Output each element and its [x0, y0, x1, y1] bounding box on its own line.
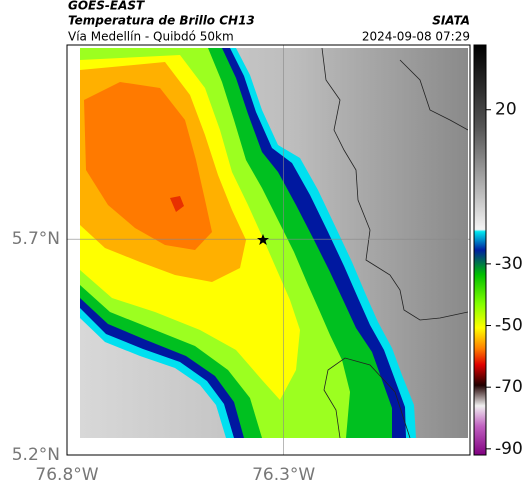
lon-tick-label: 76.8°W — [35, 465, 98, 485]
satellite-field — [80, 48, 468, 438]
colorbar-tick-label: -70 — [495, 377, 523, 397]
colorbar-tick-label: -30 — [495, 254, 523, 274]
colorbar — [473, 44, 487, 456]
route: Vía Medellín - Quibdó 50km — [68, 30, 234, 44]
title: GOES-EAST — [68, 0, 145, 13]
map-frame — [66, 44, 471, 456]
location-marker — [257, 234, 269, 245]
colorbar-tick-label: -90 — [495, 439, 523, 459]
colorbar-tick-label: -50 — [495, 316, 523, 336]
source: SIATA — [432, 14, 470, 28]
subtitle: Temperatura de Brillo CH13 — [68, 14, 255, 28]
lon-tick-label: 76.3°W — [252, 465, 315, 485]
lat-tick-label: 5.7°N — [12, 229, 60, 249]
timestamp: 2024-09-08 07:29 — [362, 30, 470, 44]
colorbar-tick-label: 20 — [495, 100, 517, 120]
lat-tick-label: 5.2°N — [12, 445, 60, 465]
